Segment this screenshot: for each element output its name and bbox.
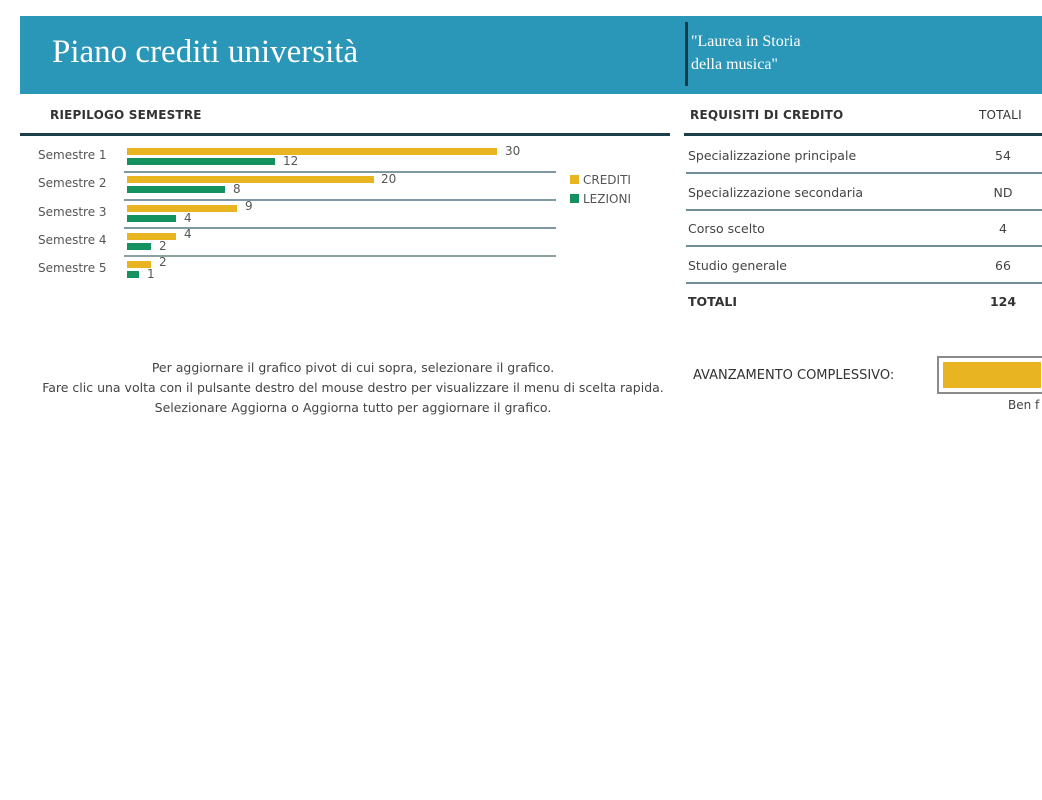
credits-swatch-icon	[570, 175, 579, 184]
requirement-row: Specializzazione secondaria ND	[686, 175, 1042, 211]
lessons-value: 12	[283, 154, 299, 168]
requirement-value: 54	[995, 148, 1011, 163]
degree-line-2: della musica"	[691, 56, 778, 73]
requirement-total-row: TOTALI 124	[686, 284, 1042, 320]
requirement-label: Studio generale	[688, 258, 787, 273]
credits-value: 30	[505, 144, 521, 158]
requirement-label: Specializzazione principale	[688, 148, 857, 163]
category-label: Semestre 4	[38, 233, 107, 247]
progress-caption: Ben f	[1008, 398, 1040, 412]
credits-bar	[127, 233, 176, 240]
chart-row: Semestre 1 30 12	[20, 140, 560, 168]
category-label: Semestre 1	[38, 148, 107, 162]
degree-name: "Laurea in Storia della musica"	[685, 22, 801, 86]
legend-label: CREDITI	[583, 172, 631, 187]
semester-pivot-chart[interactable]: Semestre 1 30 12 Semestre 2 20 8 Semestr…	[20, 140, 660, 290]
lessons-bar	[127, 186, 225, 193]
chart-row: Semestre 4 4 2	[20, 225, 560, 253]
header-banner: Piano crediti università "Laurea in Stor…	[20, 16, 1042, 94]
legend-item-credits: CREDITI	[570, 170, 631, 189]
note-line: Selezionare Aggiorna o Aggiorna tutto pe…	[154, 400, 552, 415]
semester-summary-heading: RIEPILOGO SEMESTRE	[50, 108, 202, 122]
requirement-row: Studio generale 66	[686, 248, 1042, 284]
row-separator	[124, 255, 556, 257]
credits-value: 20	[381, 172, 397, 186]
credits-bar	[127, 148, 497, 155]
legend-item-lessons: LEZIONI	[570, 189, 631, 208]
credits-bar	[127, 176, 374, 183]
total-label: TOTALI	[688, 294, 737, 309]
row-separator	[124, 199, 556, 201]
category-label: Semestre 5	[38, 261, 107, 275]
row-separator	[686, 282, 1042, 284]
lessons-bar	[127, 271, 139, 278]
chart-row: Semestre 2 20 8	[20, 168, 560, 196]
requirement-value: 4	[999, 221, 1007, 236]
note-line: Fare clic una volta con il pulsante dest…	[42, 380, 664, 395]
lessons-value: 1	[147, 267, 155, 281]
lessons-value: 4	[184, 211, 192, 225]
total-value: 124	[989, 294, 1017, 309]
chart-row: Semestre 5 2 1	[20, 253, 560, 281]
divider-right	[684, 133, 1042, 136]
refresh-instructions: Per aggiornare il grafico pivot di cui s…	[30, 358, 676, 418]
row-separator	[686, 245, 1042, 247]
lessons-bar	[127, 243, 151, 250]
requirement-row: Specializzazione principale 54	[686, 138, 1042, 174]
overall-progress-label: AVANZAMENTO COMPLESSIVO:	[693, 368, 895, 383]
lessons-bar	[127, 158, 275, 165]
lessons-value: 8	[233, 182, 241, 196]
chart-legend: CREDITI LEZIONI	[570, 170, 631, 208]
credits-bar	[127, 261, 151, 268]
divider-left	[20, 133, 670, 136]
category-label: Semestre 2	[38, 176, 107, 190]
totals-heading: TOTALI	[979, 108, 1022, 122]
lessons-bar	[127, 215, 176, 222]
note-line: Per aggiornare il grafico pivot di cui s…	[151, 360, 555, 375]
row-separator	[686, 209, 1042, 211]
overall-progress-bar	[937, 356, 1042, 394]
credit-requirements-heading: REQUISITI DI CREDITO	[690, 108, 844, 122]
credits-bar	[127, 205, 237, 212]
degree-line-1: "Laurea in Storia	[691, 33, 801, 50]
requirement-value: ND	[993, 185, 1013, 200]
category-label: Semestre 3	[38, 205, 107, 219]
requirement-row: Corso scelto 4	[686, 211, 1042, 247]
progress-fill	[943, 362, 1041, 388]
credits-value: 9	[245, 199, 253, 213]
row-separator	[124, 171, 556, 173]
credits-value: 4	[184, 227, 192, 241]
row-separator	[686, 172, 1042, 174]
lessons-value: 2	[159, 239, 167, 253]
page-title: Piano crediti università	[52, 34, 359, 70]
credits-value: 2	[159, 255, 167, 269]
requirement-label: Corso scelto	[688, 221, 765, 236]
lessons-swatch-icon	[570, 194, 579, 203]
row-separator	[124, 227, 556, 229]
chart-row: Semestre 3 9 4	[20, 197, 560, 225]
requirement-value: 66	[995, 258, 1011, 273]
requirement-label: Specializzazione secondaria	[688, 185, 864, 200]
legend-label: LEZIONI	[583, 191, 631, 206]
